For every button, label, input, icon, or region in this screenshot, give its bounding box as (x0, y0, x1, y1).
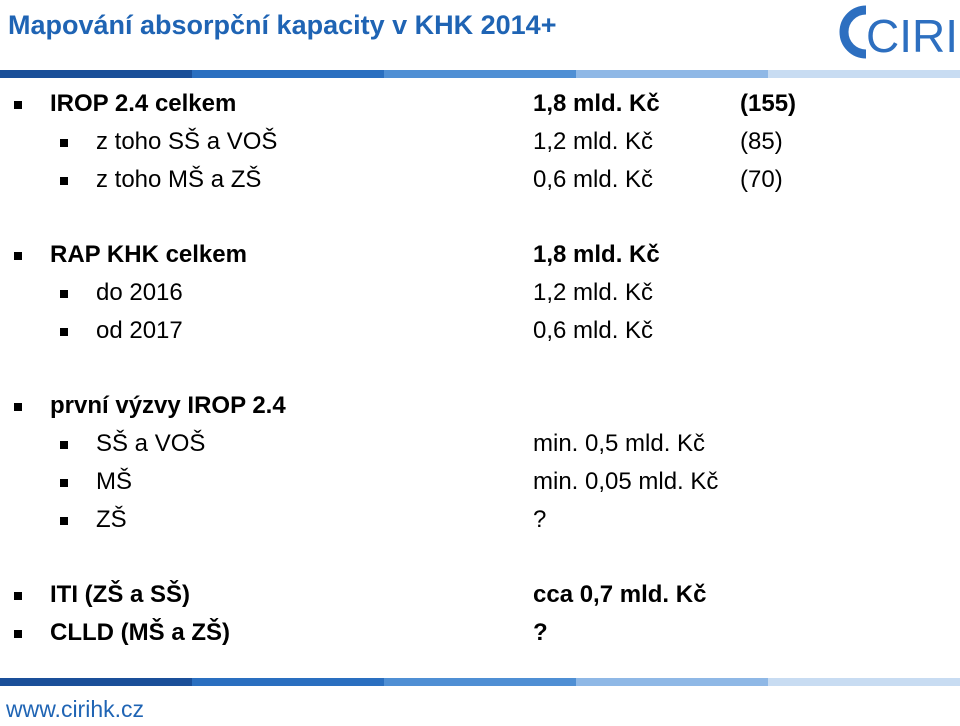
item-value: 1,8 mld. Kč (533, 241, 660, 268)
slide-title: Mapování absorpční kapacity v KHK 2014+ (8, 10, 557, 40)
item-label: RAP KHK celkem (50, 241, 247, 268)
item-value: 0,6 mld. Kč (533, 317, 654, 344)
bullet (14, 101, 22, 109)
item-label: ITI (ZŠ a SŠ) (50, 581, 191, 608)
item-label: první výzvy IROP 2.4 (50, 392, 286, 419)
logo-arc (839, 5, 867, 59)
item-label: z toho SŠ a VOŠ (96, 128, 278, 155)
item-value: 0,6 mld. Kč (533, 166, 654, 193)
item-count: (70) (740, 166, 783, 193)
bullet (14, 630, 22, 638)
bullet (60, 441, 68, 449)
item-label: MŠ (96, 468, 132, 495)
item-value: 1,2 mld. Kč (533, 128, 654, 155)
bullet (60, 290, 68, 298)
top-bar (0, 70, 960, 78)
bullet (60, 479, 68, 487)
item-label: CLLD (MŠ a ZŠ) (50, 619, 230, 646)
item-value: 1,2 mld. Kč (533, 279, 654, 306)
item-label: SŠ a VOŠ (96, 430, 206, 457)
bullet (60, 517, 68, 525)
item-label: do 2016 (96, 279, 183, 306)
bullet (14, 403, 22, 411)
footer-url: www.cirihk.cz (6, 696, 145, 722)
logo-text: CIRI (866, 10, 958, 62)
item-value: cca 0,7 mld. Kč (533, 581, 707, 608)
item-label: od 2017 (96, 317, 183, 344)
item-value: 1,8 mld. Kč (533, 90, 660, 117)
item-value: min. 0,5 mld. Kč (533, 430, 706, 457)
item-value: ? (533, 619, 548, 646)
item-value: min. 0,05 mld. Kč (533, 468, 719, 495)
bullet (60, 139, 68, 147)
bottom-bar (0, 678, 960, 686)
item-count: (155) (740, 90, 797, 117)
item-value: ? (533, 506, 547, 533)
bullet (60, 177, 68, 185)
item-label: z toho MŠ a ZŠ (96, 166, 262, 193)
item-label: IROP 2.4 celkem (50, 90, 237, 117)
logo: CIRI (839, 5, 958, 62)
bullet (14, 252, 22, 260)
item-label: ZŠ (96, 506, 127, 533)
bullet (14, 592, 22, 600)
bullet (60, 328, 68, 336)
item-count: (85) (740, 128, 783, 155)
